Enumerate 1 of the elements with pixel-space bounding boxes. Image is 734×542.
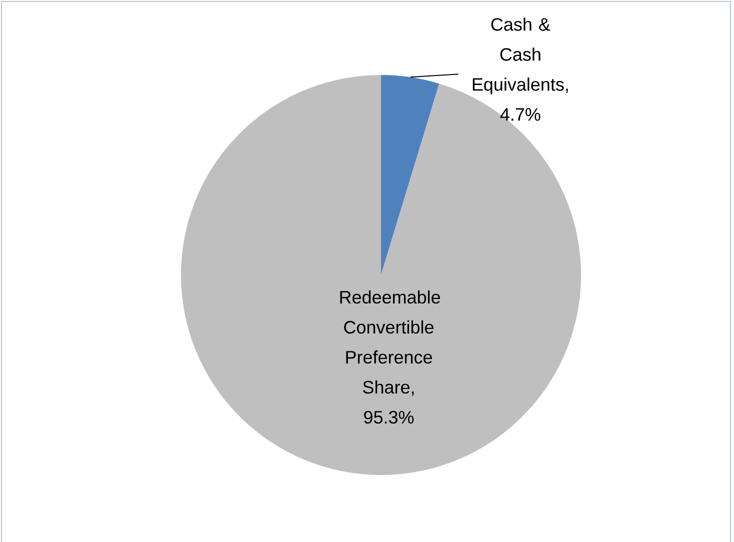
slice-label: Cash & Cash Equivalents (472, 18, 564, 94)
